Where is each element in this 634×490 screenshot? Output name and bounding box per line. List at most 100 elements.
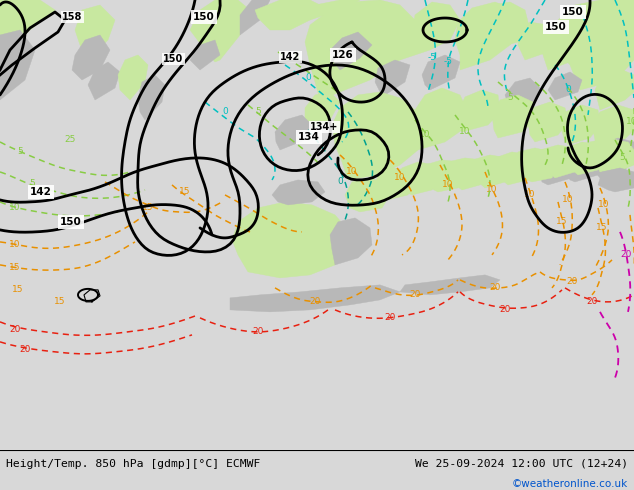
- Text: 5: 5: [507, 94, 513, 102]
- Text: 20: 20: [10, 325, 21, 334]
- Polygon shape: [190, 40, 220, 70]
- Text: 10: 10: [626, 118, 634, 126]
- Polygon shape: [138, 75, 165, 120]
- Text: 150: 150: [562, 7, 584, 17]
- Polygon shape: [88, 62, 120, 100]
- Polygon shape: [422, 160, 465, 192]
- Text: 150: 150: [193, 12, 215, 22]
- Text: 10: 10: [10, 203, 21, 213]
- Polygon shape: [330, 32, 372, 70]
- Polygon shape: [310, 0, 360, 20]
- Text: 10: 10: [443, 180, 454, 190]
- Text: 20: 20: [309, 297, 321, 306]
- Text: 5: 5: [255, 107, 261, 117]
- Polygon shape: [415, 88, 468, 150]
- Text: 20: 20: [252, 327, 264, 336]
- Polygon shape: [542, 30, 578, 70]
- Text: 15: 15: [596, 223, 608, 232]
- Polygon shape: [305, 0, 420, 100]
- Text: 20: 20: [384, 314, 396, 322]
- Text: 20: 20: [620, 250, 631, 259]
- Text: 0: 0: [222, 107, 228, 117]
- Text: 15: 15: [556, 218, 568, 226]
- Polygon shape: [455, 2, 520, 70]
- Text: 150: 150: [163, 54, 183, 64]
- Polygon shape: [272, 180, 325, 205]
- Polygon shape: [375, 168, 415, 200]
- Text: 25: 25: [64, 135, 75, 145]
- Text: 10: 10: [486, 185, 498, 195]
- Text: -5: -5: [427, 53, 436, 63]
- Polygon shape: [305, 92, 340, 130]
- Polygon shape: [592, 138, 634, 178]
- Text: 10: 10: [10, 241, 21, 249]
- Polygon shape: [345, 178, 390, 212]
- Text: 15: 15: [142, 203, 154, 213]
- Polygon shape: [492, 95, 535, 138]
- Text: 5: 5: [17, 147, 23, 156]
- Polygon shape: [468, 155, 512, 188]
- Polygon shape: [332, 92, 425, 180]
- Text: 10: 10: [394, 173, 406, 182]
- Text: 10: 10: [346, 168, 358, 176]
- Polygon shape: [592, 105, 634, 148]
- Polygon shape: [552, 0, 634, 90]
- Polygon shape: [588, 138, 630, 172]
- Polygon shape: [72, 35, 110, 80]
- Text: 142: 142: [280, 52, 301, 62]
- Polygon shape: [240, 0, 270, 35]
- Text: 150: 150: [545, 22, 567, 32]
- Text: Height/Temp. 850 hPa [gdmp][°C] ECMWF: Height/Temp. 850 hPa [gdmp][°C] ECMWF: [6, 459, 261, 469]
- Text: -5: -5: [444, 57, 453, 67]
- Polygon shape: [492, 152, 535, 185]
- Polygon shape: [400, 2, 460, 60]
- Text: 15: 15: [179, 187, 191, 196]
- Polygon shape: [75, 5, 115, 60]
- Polygon shape: [518, 22, 555, 60]
- Text: 10: 10: [562, 196, 574, 204]
- Text: 5: 5: [619, 153, 625, 163]
- Polygon shape: [548, 72, 582, 100]
- Polygon shape: [458, 90, 500, 132]
- Text: ©weatheronline.co.uk: ©weatheronline.co.uk: [512, 479, 628, 489]
- Polygon shape: [330, 218, 372, 265]
- Polygon shape: [562, 142, 605, 175]
- Text: 134+: 134+: [310, 122, 339, 132]
- Text: 10: 10: [459, 127, 471, 136]
- Polygon shape: [118, 55, 148, 100]
- Text: 15: 15: [55, 297, 66, 306]
- Polygon shape: [398, 162, 440, 195]
- Text: 5: 5: [293, 53, 299, 63]
- Polygon shape: [598, 168, 634, 192]
- Text: 0: 0: [305, 74, 311, 82]
- Polygon shape: [566, 155, 602, 182]
- Polygon shape: [275, 115, 312, 150]
- Polygon shape: [528, 102, 568, 142]
- Polygon shape: [0, 30, 35, 100]
- Text: We 25-09-2024 12:00 UTC (12+24): We 25-09-2024 12:00 UTC (12+24): [415, 459, 628, 469]
- Text: 142: 142: [30, 187, 52, 197]
- Text: 20: 20: [586, 297, 598, 306]
- Text: 126: 126: [332, 50, 354, 60]
- Polygon shape: [230, 285, 400, 312]
- Text: 10: 10: [598, 200, 610, 209]
- Polygon shape: [422, 55, 460, 90]
- Text: 5: 5: [29, 179, 35, 189]
- Text: 20: 20: [500, 305, 511, 315]
- Text: 0: 0: [565, 85, 571, 95]
- Text: 150: 150: [60, 217, 82, 227]
- Polygon shape: [605, 142, 634, 170]
- Polygon shape: [0, 0, 55, 60]
- Text: 20: 20: [566, 277, 578, 286]
- Text: 10: 10: [419, 130, 430, 140]
- Polygon shape: [255, 0, 320, 30]
- Polygon shape: [595, 68, 634, 110]
- Polygon shape: [400, 275, 500, 295]
- Polygon shape: [538, 145, 580, 178]
- Text: 15: 15: [10, 264, 21, 272]
- Text: 20: 20: [489, 283, 501, 293]
- Polygon shape: [560, 105, 600, 145]
- Text: 0: 0: [337, 177, 343, 186]
- Text: 20: 20: [19, 345, 30, 354]
- Polygon shape: [478, 2, 530, 50]
